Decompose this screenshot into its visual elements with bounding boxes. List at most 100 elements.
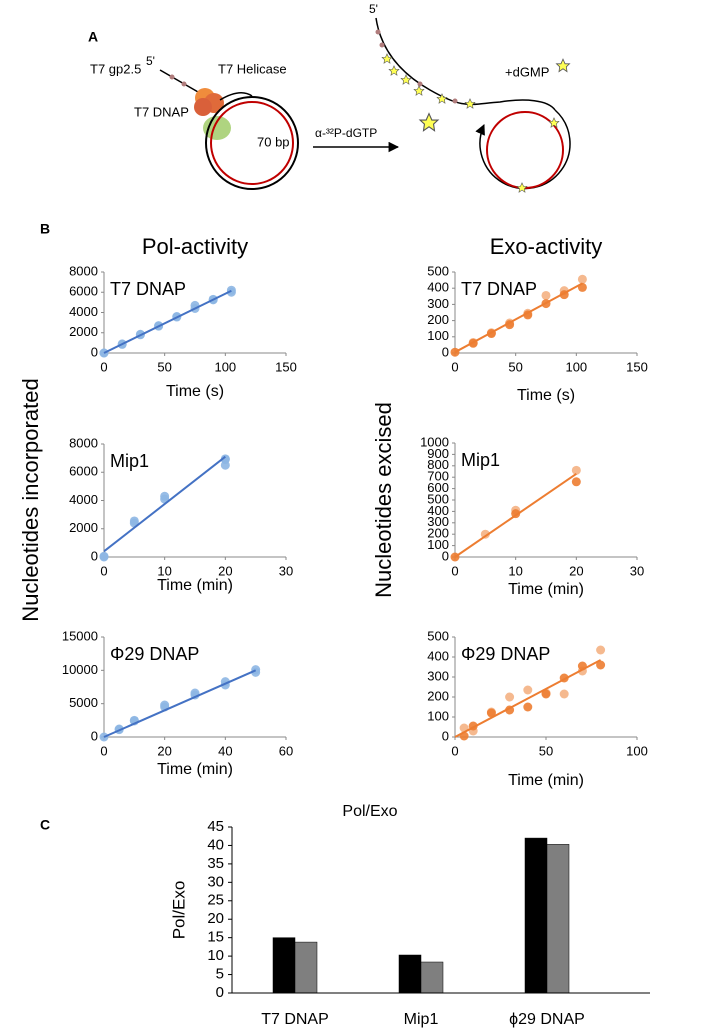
strand	[375, 17, 556, 111]
x-tick-label: 60	[279, 743, 293, 758]
y-tick-label: 8000	[69, 263, 98, 278]
point	[559, 689, 569, 699]
annotation: Mip1	[110, 451, 149, 471]
bar	[524, 837, 548, 994]
label: +dGMP	[505, 64, 549, 79]
annotation: Mip1	[461, 450, 500, 470]
point	[251, 665, 261, 675]
y-tick-label: 8000	[69, 435, 98, 450]
x-tick-label: 0	[100, 563, 107, 578]
point	[486, 708, 496, 718]
y-tick-label: 0	[91, 548, 98, 563]
x-tick-label: 20	[157, 743, 171, 758]
x-tick-label: 0	[451, 563, 458, 578]
y-tick-label: 200	[427, 526, 449, 541]
star	[556, 58, 570, 72]
label: T7 gp2.5	[90, 61, 141, 76]
panel-label: B	[40, 221, 50, 237]
column-title: Exo-activity	[490, 234, 602, 259]
y-tick-label: 600	[427, 480, 449, 495]
y-tick-label: 40	[207, 836, 224, 853]
nucleotide	[375, 29, 381, 35]
x-axis-title: Time (s)	[166, 383, 224, 400]
panel-label: C	[40, 817, 50, 833]
nucleotide	[379, 42, 385, 48]
x-tick-label: 50	[539, 743, 553, 758]
x-tick-label: 20	[569, 563, 583, 578]
bar	[294, 941, 318, 994]
point	[523, 702, 533, 712]
y-axis-title: Nucleotides incorporated	[18, 378, 43, 621]
x-tick-label: 100	[565, 359, 587, 374]
y-tick-label: 400	[427, 503, 449, 518]
annotation: T7 DNAP	[110, 279, 186, 299]
y-tick-label: 35	[207, 855, 224, 872]
y-tick-label: 10000	[62, 662, 98, 677]
annotation: Φ29 DNAP	[461, 644, 550, 664]
chart-title: Pol/Exo	[342, 803, 397, 820]
y-tick-label: 45	[207, 818, 224, 835]
y-axis-title: Pol/Exo	[169, 881, 188, 940]
y-tick-label: 5	[216, 966, 224, 983]
label: T7 Helicase	[218, 61, 287, 76]
point	[596, 645, 606, 655]
label: 5'	[369, 2, 378, 16]
y-tick-label: 4000	[69, 304, 98, 319]
fit-line	[454, 282, 583, 354]
column-title: Pol-activity	[142, 234, 248, 259]
point	[523, 685, 533, 695]
y-tick-label: 100	[427, 328, 449, 343]
y-tick-label: 2000	[69, 324, 98, 339]
label: T7 DNAP	[134, 104, 189, 119]
y-tick-label: 5000	[69, 695, 98, 710]
point	[160, 491, 170, 501]
fit-line	[103, 289, 232, 354]
x-tick-label: 10	[157, 563, 171, 578]
y-tick-label: 500	[427, 628, 449, 643]
y-tick-label: 500	[427, 263, 449, 278]
x-tick-label: 100	[626, 743, 648, 758]
x-tick-label: 150	[275, 359, 297, 374]
x-tick-label: 30	[630, 563, 644, 578]
x-tick-label: 0	[451, 359, 458, 374]
primer-circle	[210, 101, 294, 185]
star	[388, 65, 400, 76]
y-tick-label: 6000	[69, 464, 98, 479]
bar	[398, 954, 422, 994]
y-tick-label: 300	[427, 668, 449, 683]
y-tick-label: 0	[442, 728, 449, 743]
x-axis-title: Time (min)	[157, 761, 233, 778]
x-tick-label: ϕ29 DNAP	[509, 1011, 585, 1028]
panel-label: A	[88, 29, 98, 45]
y-tick-label: 500	[427, 491, 449, 506]
x-axis-title: Time (min)	[157, 577, 233, 594]
x-tick-label: T7 DNAP	[261, 1011, 329, 1028]
y-tick-label: 100	[427, 708, 449, 723]
y-tick-label: 0	[216, 984, 224, 1001]
star	[464, 98, 476, 109]
y-tick-label: 700	[427, 469, 449, 484]
x-tick-label: 0	[100, 359, 107, 374]
fit-line	[454, 472, 577, 558]
template-circle	[205, 96, 299, 190]
y-tick-label: 400	[427, 648, 449, 663]
x-tick-label: 20	[218, 563, 232, 578]
bar	[272, 937, 296, 994]
label: 5'	[146, 54, 155, 68]
y-tick-label: 0	[442, 344, 449, 359]
y-tick-label: 0	[91, 344, 98, 359]
x-tick-label: 50	[508, 359, 522, 374]
label: α-³²P-dGTP	[315, 126, 377, 140]
y-tick-label: 6000	[69, 284, 98, 299]
x-tick-label: 40	[218, 743, 232, 758]
y-tick-label: 30	[207, 873, 224, 890]
point	[541, 689, 551, 699]
bar	[546, 844, 570, 994]
x-tick-label: Mip1	[404, 1011, 439, 1028]
y-tick-label: 400	[427, 280, 449, 295]
fit-line	[454, 659, 602, 738]
y-tick-label: 0	[91, 728, 98, 743]
x-tick-label: 30	[279, 563, 293, 578]
point	[571, 465, 581, 475]
